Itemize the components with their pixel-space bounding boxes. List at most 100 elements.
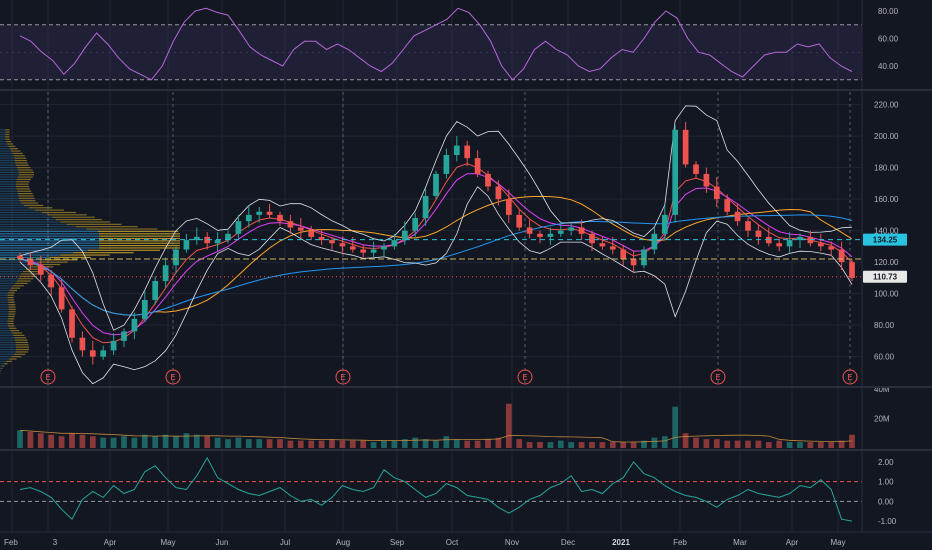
volume-bar [69, 433, 75, 448]
volume-bar [557, 440, 564, 448]
volume-profile-bar [0, 268, 26, 270]
volume-profile-bar [0, 216, 53, 218]
earnings-marker: E [710, 369, 726, 385]
candle [464, 145, 471, 159]
candle [131, 318, 138, 332]
volume-bar [485, 439, 491, 448]
last-price-label: 110.73 [873, 273, 898, 282]
volume-profile-bar [0, 176, 19, 178]
candle [734, 211, 741, 222]
volume-profile-bar [5, 136, 10, 138]
candle [724, 199, 731, 212]
volume-bar [620, 442, 627, 448]
candle [245, 214, 252, 222]
volume-profile-bar [20, 273, 38, 275]
volume-profile-bar [0, 193, 18, 195]
sma-mid-line [19, 195, 853, 316]
volume-profile-bar [0, 360, 7, 362]
candle [620, 249, 627, 259]
volume-profile-bar [0, 167, 17, 169]
candle [360, 249, 367, 253]
volume-profile-bar [18, 174, 34, 176]
volume-profile-bar [0, 332, 13, 334]
candle [256, 211, 263, 215]
volume-profile-bar [0, 218, 56, 221]
earnings-marker-circle [842, 369, 858, 385]
candle [838, 249, 845, 263]
volume-profile-bar [0, 346, 16, 348]
candle [568, 227, 575, 231]
candle [48, 274, 55, 288]
volume-profile-bar [15, 162, 28, 164]
volume-profile-bar [8, 311, 16, 313]
volume-bar [89, 436, 96, 448]
candle [287, 221, 294, 228]
volume-bar [464, 440, 471, 448]
earnings-marker-circle [710, 369, 726, 385]
volume-profile-bar [0, 282, 16, 284]
volume-profile-bar [0, 308, 9, 310]
volume-bar [360, 440, 367, 448]
volume-profile-bar [0, 261, 38, 263]
volume-bar [786, 442, 793, 448]
candle [235, 221, 242, 234]
price-pane[interactable] [0, 92, 862, 385]
horizontal-line-label: 134.25 [873, 236, 898, 245]
bollinger-upper-line [19, 105, 853, 331]
volume-profile-bar [0, 244, 99, 247]
volume-profile-bar [7, 296, 14, 299]
candle [817, 243, 824, 247]
volume-profile-bar [0, 320, 8, 322]
volume-profile-bar [0, 148, 10, 150]
volume-profile-bar [52, 216, 95, 218]
volume-pane[interactable] [17, 403, 855, 448]
volume-bar [370, 442, 377, 448]
oscillator-pane[interactable] [0, 456, 862, 522]
volume-bar [682, 433, 689, 448]
time-scale[interactable]: Feb 3 Apr May Jun Jul Aug Sep Oct Nov Dec 2021 Feb Ma… [4, 538, 846, 547]
volume-profile-bar [5, 133, 10, 136]
time-tick-label: Oct [446, 538, 459, 547]
volume-bar [849, 434, 855, 448]
volume-profile-bar [0, 311, 9, 313]
volume-profile-bar [7, 294, 14, 296]
volume-bar [214, 437, 221, 448]
volume-profile-bar [0, 313, 9, 315]
volume-profile-bar [0, 315, 9, 318]
volume-profile-bar [0, 183, 16, 185]
pane-separators[interactable] [0, 0, 932, 533]
volume-bar [474, 440, 481, 448]
candle [599, 243, 606, 247]
volume-profile-bar [12, 152, 23, 155]
volume-bar [225, 439, 231, 448]
candle [474, 158, 481, 174]
volume-profile-bar [16, 181, 30, 183]
price-scale[interactable]: 80.00 60.00 40.00 220.00 200.00 180.00 160.00 1… [863, 7, 907, 526]
price-tick-label: 220.00 [874, 101, 899, 110]
volume-profile-bar [15, 164, 29, 166]
volume-profile-bar [0, 353, 14, 355]
volume-bar [609, 442, 616, 448]
candle [828, 246, 835, 250]
rsi-band [0, 24, 862, 80]
candle [433, 173, 439, 196]
rsi-pane[interactable] [0, 7, 862, 81]
candle [381, 246, 387, 250]
volume-profile-bar [66, 223, 122, 225]
rsi-tick-label: 60.00 [878, 35, 899, 44]
volume-bar [17, 430, 23, 448]
volume-profile-bar [5, 131, 10, 133]
volume-profile-bar [15, 348, 30, 351]
volume-bar [547, 442, 554, 448]
ema-fast-line [19, 163, 853, 344]
volume-bar [578, 442, 585, 448]
volume-profile-bar [18, 171, 34, 173]
volume-bar [765, 442, 772, 448]
price-tick-label: 60.00 [874, 353, 895, 362]
volume-profile-bar [9, 289, 17, 292]
volume-profile-bar [16, 188, 30, 190]
volume-profile-bar [0, 169, 18, 171]
volume-profile-bar [42, 259, 78, 261]
